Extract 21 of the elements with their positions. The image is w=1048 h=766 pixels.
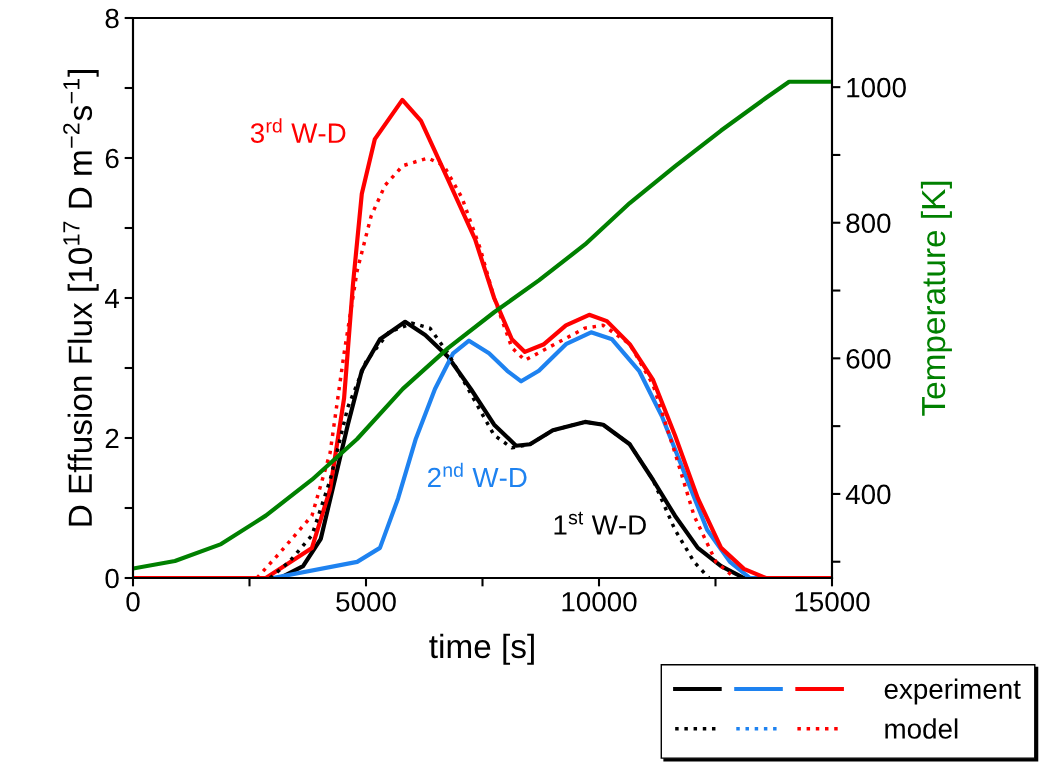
- y-tick-label: 2: [105, 428, 119, 449]
- y2-axis-title: Temperature [K]: [920, 181, 952, 416]
- y2-tick-label: 600: [846, 349, 891, 369]
- text: experiment: [884, 678, 1021, 705]
- y-axis-title: D Effusion Flux [10$^{17}$ D m$^{−2}$s$^{−1}$]: [63, 70, 99, 526]
- x-tick-label: 15000: [795, 591, 870, 612]
- x-tick-label: 5000: [336, 591, 396, 612]
- text: model: [885, 718, 958, 739]
- x-tick-label: 0: [126, 591, 140, 612]
- y2-tick-label: 1000: [847, 77, 906, 98]
- y-tick-label: 0: [105, 568, 119, 589]
- annotation: 2$^{nd}$ W-D: [427, 462, 527, 488]
- y-tick-label: 8: [105, 8, 119, 29]
- x-axis-title: time [s]: [429, 633, 534, 665]
- y2-tick-label: 400: [845, 484, 891, 505]
- y-tick-label: 4: [105, 288, 119, 309]
- y-tick-label: 6: [105, 148, 119, 169]
- annotation: 1$^{st}$ W-D: [554, 511, 646, 535]
- x-tick-label: 10000: [562, 591, 637, 612]
- annotation: 3$^{rd}$ W-D: [250, 118, 346, 143]
- y2-tick-label: 800: [846, 213, 891, 234]
